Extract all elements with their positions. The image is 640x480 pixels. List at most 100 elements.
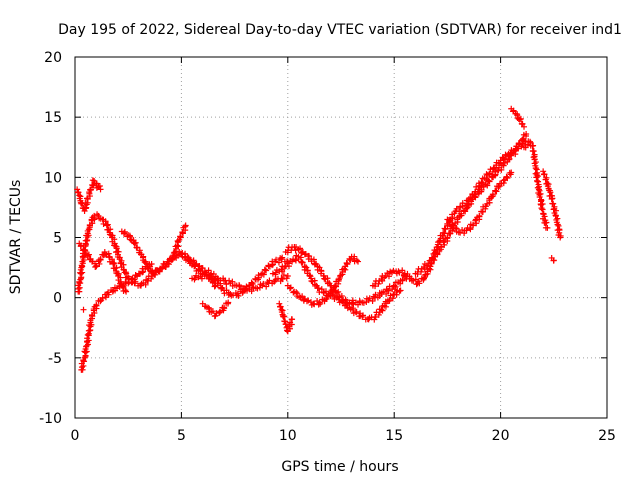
data-point [272, 269, 279, 276]
data-points-layer [74, 105, 564, 373]
data-point [97, 186, 104, 193]
data-point [306, 253, 313, 260]
data-point [132, 239, 139, 246]
data-point [120, 266, 127, 273]
x-tick-label: 10 [279, 428, 297, 444]
data-point [297, 294, 304, 301]
data-point [80, 306, 87, 313]
data-point [549, 200, 556, 207]
data-point [134, 244, 141, 251]
data-point [97, 297, 104, 304]
data-point [489, 193, 496, 200]
data-point [471, 192, 478, 199]
data-point [529, 148, 536, 155]
data-point [137, 282, 144, 289]
data-point [382, 273, 389, 280]
data-point [446, 230, 453, 237]
data-point [452, 208, 459, 215]
data-point [252, 285, 259, 292]
data-point [352, 309, 359, 316]
data-point [84, 252, 91, 259]
data-point [459, 203, 466, 210]
series-track-n [446, 169, 514, 237]
data-point [208, 270, 215, 277]
data-point [83, 237, 90, 244]
data-point [503, 173, 510, 180]
data-point [118, 228, 125, 235]
data-point [144, 277, 151, 284]
data-point [500, 162, 507, 169]
data-point [117, 279, 124, 286]
data-point [279, 276, 286, 283]
data-point [103, 291, 110, 298]
data-point [479, 208, 486, 215]
data-point [80, 358, 87, 365]
data-point [272, 258, 279, 265]
data-point [485, 177, 492, 184]
data-point [397, 277, 404, 284]
data-point [531, 156, 538, 163]
data-point [501, 159, 508, 166]
data-point [80, 246, 87, 253]
data-point [482, 203, 489, 210]
data-point [389, 269, 396, 276]
data-point [79, 269, 86, 276]
data-point [542, 176, 549, 183]
data-point [497, 157, 504, 164]
data-point [525, 138, 532, 145]
data-point [438, 244, 445, 251]
data-point [74, 189, 81, 196]
data-point [333, 289, 340, 296]
data-point [282, 263, 289, 270]
grid-layer [75, 57, 607, 418]
data-point [76, 280, 83, 287]
data-point [482, 181, 489, 188]
data-point [106, 253, 113, 260]
data-point [284, 328, 291, 335]
data-point [306, 272, 313, 279]
data-point [92, 264, 99, 271]
x-tick-label: 15 [385, 428, 403, 444]
data-point [246, 286, 253, 293]
data-point [420, 275, 427, 282]
data-point [401, 270, 408, 277]
data-point [359, 299, 366, 306]
data-point [542, 220, 549, 227]
data-point [556, 229, 563, 236]
data-point [523, 131, 530, 138]
x-tick-label: 20 [492, 428, 510, 444]
data-point [102, 294, 109, 301]
data-point [395, 268, 402, 275]
data-point [176, 248, 183, 255]
data-point [295, 253, 302, 260]
data-point [314, 263, 321, 270]
data-point [101, 248, 108, 255]
x-tick-label: 25 [598, 428, 616, 444]
data-point [291, 288, 298, 295]
data-point [79, 258, 86, 265]
data-point [418, 268, 425, 275]
data-point [82, 345, 89, 352]
data-point [284, 282, 291, 289]
data-point [320, 273, 327, 280]
data-point [125, 232, 132, 239]
series-track-m [414, 137, 526, 278]
data-point [512, 110, 519, 117]
data-point [83, 342, 90, 349]
data-point [294, 290, 301, 297]
data-point [123, 288, 130, 295]
data-point [478, 179, 485, 186]
data-point [266, 277, 273, 284]
data-point [544, 224, 551, 231]
data-point [308, 275, 315, 282]
data-point [372, 294, 379, 301]
data-point [278, 256, 285, 263]
data-point [265, 263, 272, 270]
data-point [550, 257, 557, 264]
data-point [421, 274, 428, 281]
data-point [216, 309, 223, 316]
data-point [281, 318, 288, 325]
series-track-g [201, 300, 231, 320]
series-track-a [75, 211, 218, 295]
data-point [275, 259, 282, 266]
